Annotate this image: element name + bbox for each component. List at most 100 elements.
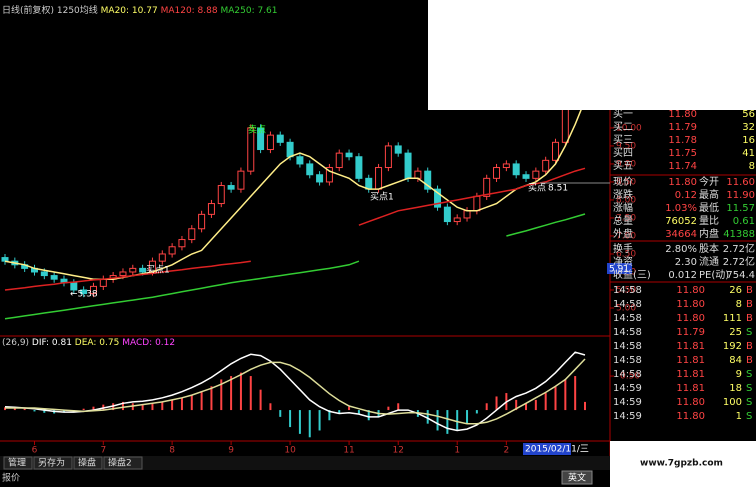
indicator-line bbox=[4, 99, 586, 280]
trade-time: 14:58 bbox=[613, 313, 642, 324]
stat-label: 最低 bbox=[699, 201, 719, 214]
trade-price: 11.81 bbox=[676, 341, 705, 352]
annotation: 买点 bbox=[528, 183, 546, 194]
header-item: 日线(前复权) 1250均线 bbox=[2, 4, 98, 16]
candle-body bbox=[552, 141, 560, 161]
candle-body bbox=[89, 285, 97, 295]
x-tick-label: 7 bbox=[100, 446, 106, 456]
stat-value: 34664 bbox=[665, 229, 697, 240]
trade-volume: 1 bbox=[736, 411, 742, 422]
stat-label: 最高 bbox=[699, 188, 719, 201]
blank-area bbox=[428, 0, 756, 110]
indicator-line bbox=[4, 351, 586, 432]
y-tick-label: 0.50 bbox=[620, 372, 640, 382]
bid-label: 买五 bbox=[613, 160, 633, 172]
candle-body bbox=[168, 246, 176, 255]
trade-side: S bbox=[746, 397, 752, 408]
bid-label: 买三 bbox=[613, 134, 633, 146]
trade-time: 14:58 bbox=[613, 327, 642, 338]
trade-volume: 84 bbox=[729, 355, 742, 366]
candle-body bbox=[404, 152, 412, 179]
annotation: 买点1 bbox=[370, 192, 394, 203]
bid-label: 买一 bbox=[613, 108, 633, 120]
tab-bar bbox=[0, 456, 610, 470]
stat-label: 流通 bbox=[699, 255, 719, 268]
trade-price: 11.81 bbox=[676, 355, 705, 366]
candle-body bbox=[40, 271, 48, 277]
blank-area bbox=[610, 441, 756, 487]
candle-body bbox=[80, 289, 88, 295]
stat-value: 2.72亿 bbox=[723, 255, 755, 268]
trade-side: B bbox=[746, 341, 753, 352]
candle-body bbox=[522, 174, 530, 179]
candle-body bbox=[237, 170, 245, 190]
candle-body bbox=[394, 145, 402, 154]
tab-label[interactable]: 另存为 bbox=[38, 457, 65, 469]
tab-label[interactable]: 管理 bbox=[8, 457, 26, 469]
trade-price: 11.80 bbox=[676, 411, 705, 422]
stat-label: 股本 bbox=[699, 242, 719, 255]
trade-price: 11.80 bbox=[676, 285, 705, 296]
stat-value: 754.4 bbox=[726, 270, 755, 281]
candle-body bbox=[119, 271, 127, 277]
bid-price: 11.75 bbox=[668, 148, 697, 159]
x-tick-label: 6 bbox=[32, 446, 38, 456]
candle-body bbox=[266, 134, 274, 151]
tab[interactable] bbox=[3, 456, 33, 470]
candle-body bbox=[443, 206, 451, 223]
x-tick-label: 2 bbox=[503, 446, 509, 456]
candle-body bbox=[453, 217, 461, 223]
trade-volume: 25 bbox=[729, 327, 742, 338]
bid-price: 11.80 bbox=[668, 109, 697, 120]
stat-value: 76052 bbox=[665, 216, 697, 227]
candle-body bbox=[345, 152, 353, 158]
candle-body bbox=[129, 267, 137, 273]
lang-button[interactable] bbox=[561, 470, 593, 485]
stat-label: 现价 bbox=[613, 176, 633, 188]
candle-body bbox=[542, 159, 550, 172]
candle-body bbox=[188, 228, 196, 241]
lang-button-label[interactable]: 英文 bbox=[568, 472, 586, 484]
trade-side: S bbox=[746, 411, 752, 422]
candle-body bbox=[483, 177, 491, 197]
watermark: www.7gpzb.com bbox=[640, 459, 723, 469]
stat-label: 总量 bbox=[613, 214, 633, 227]
candle-body bbox=[493, 167, 501, 179]
stat-value: 0.61 bbox=[733, 216, 755, 227]
stat-value: 2.30 bbox=[675, 257, 697, 268]
stat-value: 11.80 bbox=[668, 177, 697, 188]
tab-label[interactable]: 操盘 bbox=[78, 457, 96, 469]
tab[interactable] bbox=[103, 456, 143, 470]
trade-side: S bbox=[746, 383, 752, 394]
candle-body bbox=[139, 267, 147, 273]
tab[interactable] bbox=[33, 456, 73, 470]
stat-label: 涨幅 bbox=[613, 201, 633, 214]
status[interactable]: 报价 bbox=[2, 472, 20, 484]
x-tick-label: 11 bbox=[343, 446, 354, 456]
annotation: 8.51 bbox=[548, 184, 568, 194]
header-item: MA120: 8.88 bbox=[158, 6, 218, 16]
candle-body bbox=[473, 195, 481, 212]
header-item: MA250: 7.61 bbox=[218, 6, 278, 16]
trade-volume: 9 bbox=[736, 369, 742, 380]
trade-time: 14:59 bbox=[613, 383, 642, 394]
cursor-date: 2015/02/11/三 bbox=[525, 445, 589, 455]
cursor-price: 5.91 bbox=[609, 265, 629, 275]
trade-time: 14:58 bbox=[613, 299, 642, 310]
tab-label[interactable]: 操盘2 bbox=[108, 457, 132, 469]
indicator-line bbox=[4, 213, 586, 320]
stat-label: 收益(三) bbox=[613, 268, 651, 281]
candle-body bbox=[316, 174, 324, 183]
trade-side: B bbox=[746, 299, 753, 310]
stat-value: 41388 bbox=[723, 229, 755, 240]
trade-time: 14:58 bbox=[613, 285, 642, 296]
tab[interactable] bbox=[73, 456, 103, 470]
candle-body bbox=[198, 213, 206, 230]
price-pane bbox=[1, 59, 589, 320]
bid-price: 11.79 bbox=[668, 122, 697, 133]
trade-time: 14:59 bbox=[613, 397, 642, 408]
y-tick-label: 8.50 bbox=[616, 177, 636, 187]
candle-body bbox=[532, 170, 540, 179]
candle-body bbox=[99, 278, 107, 287]
